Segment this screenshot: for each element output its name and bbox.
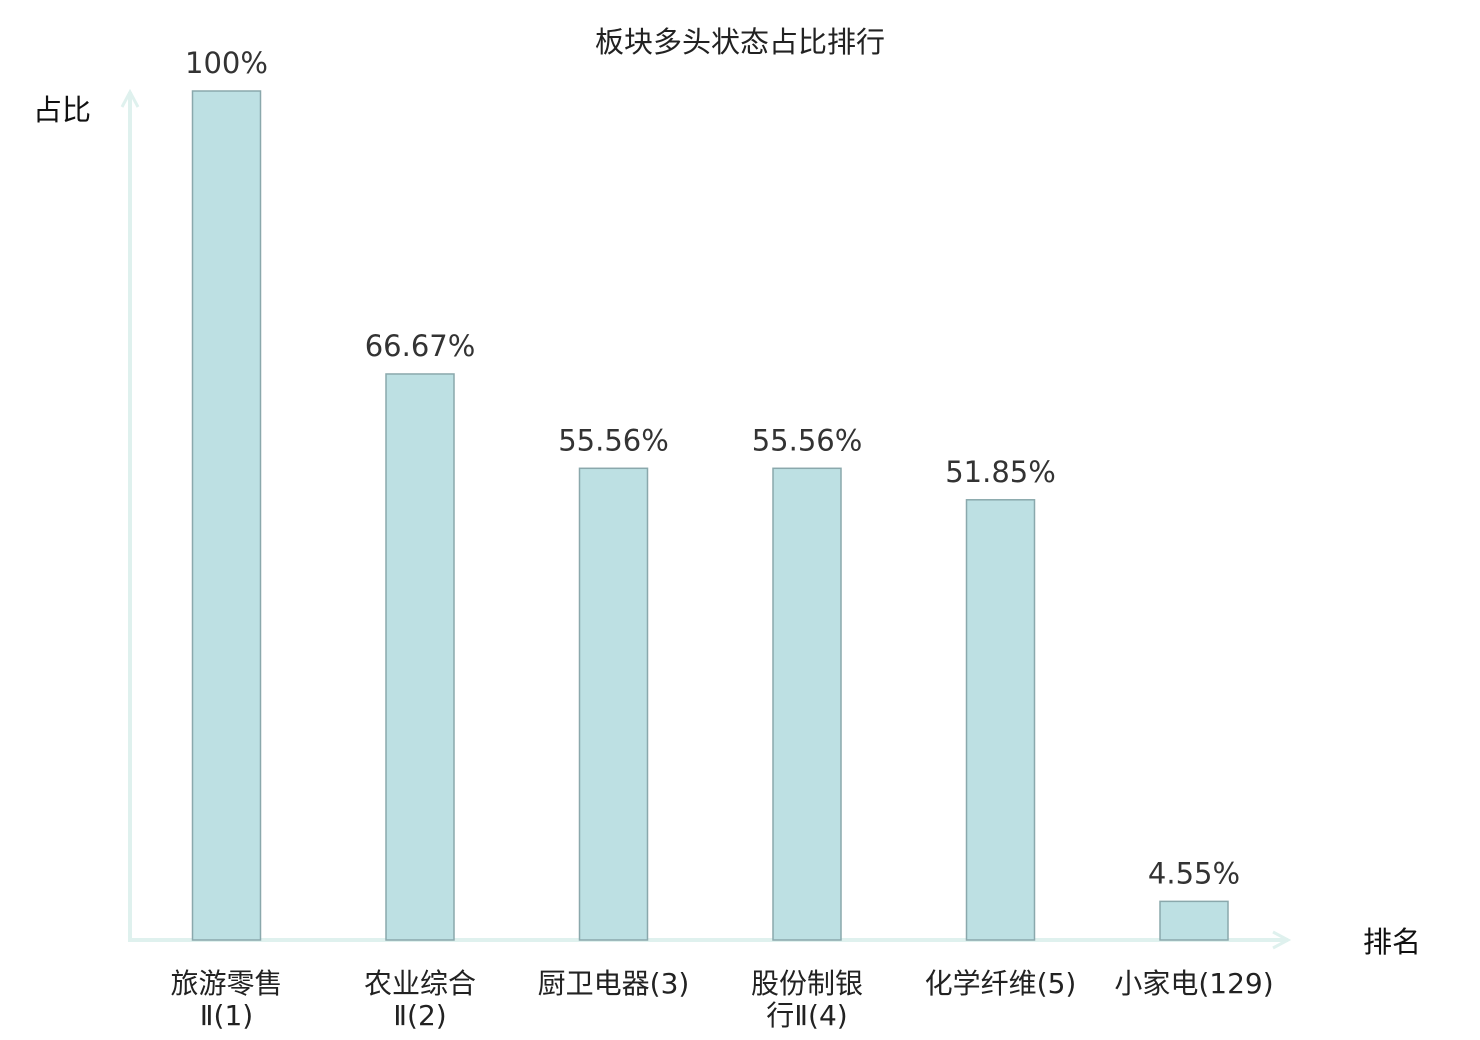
x-axis-label: 排名 [1363, 925, 1421, 959]
value-label-4: 51.85% [945, 455, 1056, 489]
value-label-0: 100% [185, 46, 268, 80]
value-label-1: 66.67% [365, 329, 476, 363]
bar-5 [1159, 900, 1229, 941]
bar-2 [578, 467, 649, 941]
bar-1 [385, 373, 455, 941]
bar-0 [191, 90, 262, 941]
category-label-3-line-1: 行Ⅱ(4) [766, 999, 847, 1032]
category-label-0-line-1: Ⅱ(1) [200, 999, 253, 1032]
category-label-1-line-0: 农业综合 [364, 967, 476, 1000]
category-label-4-line-0: 化学纤维(5) [925, 967, 1077, 1000]
category-label-0-line-0: 旅游零售 [170, 967, 282, 1000]
category-label-3-line-0: 股份制银 [751, 967, 863, 1000]
value-label-5: 4.55% [1148, 856, 1240, 890]
category-label-2-line-0: 厨卫电器(3) [538, 967, 690, 1000]
bar-3 [772, 467, 842, 941]
y-axis-label: 占比 [33, 93, 91, 127]
bar-4 [965, 499, 1036, 941]
value-label-3: 55.56% [752, 423, 863, 457]
value-label-2: 55.56% [558, 423, 669, 457]
category-label-5-line-0: 小家电(129) [1114, 967, 1273, 1000]
category-label-1-line-1: Ⅱ(2) [393, 999, 446, 1032]
chart-title: 板块多头状态占比排行 [595, 25, 885, 59]
